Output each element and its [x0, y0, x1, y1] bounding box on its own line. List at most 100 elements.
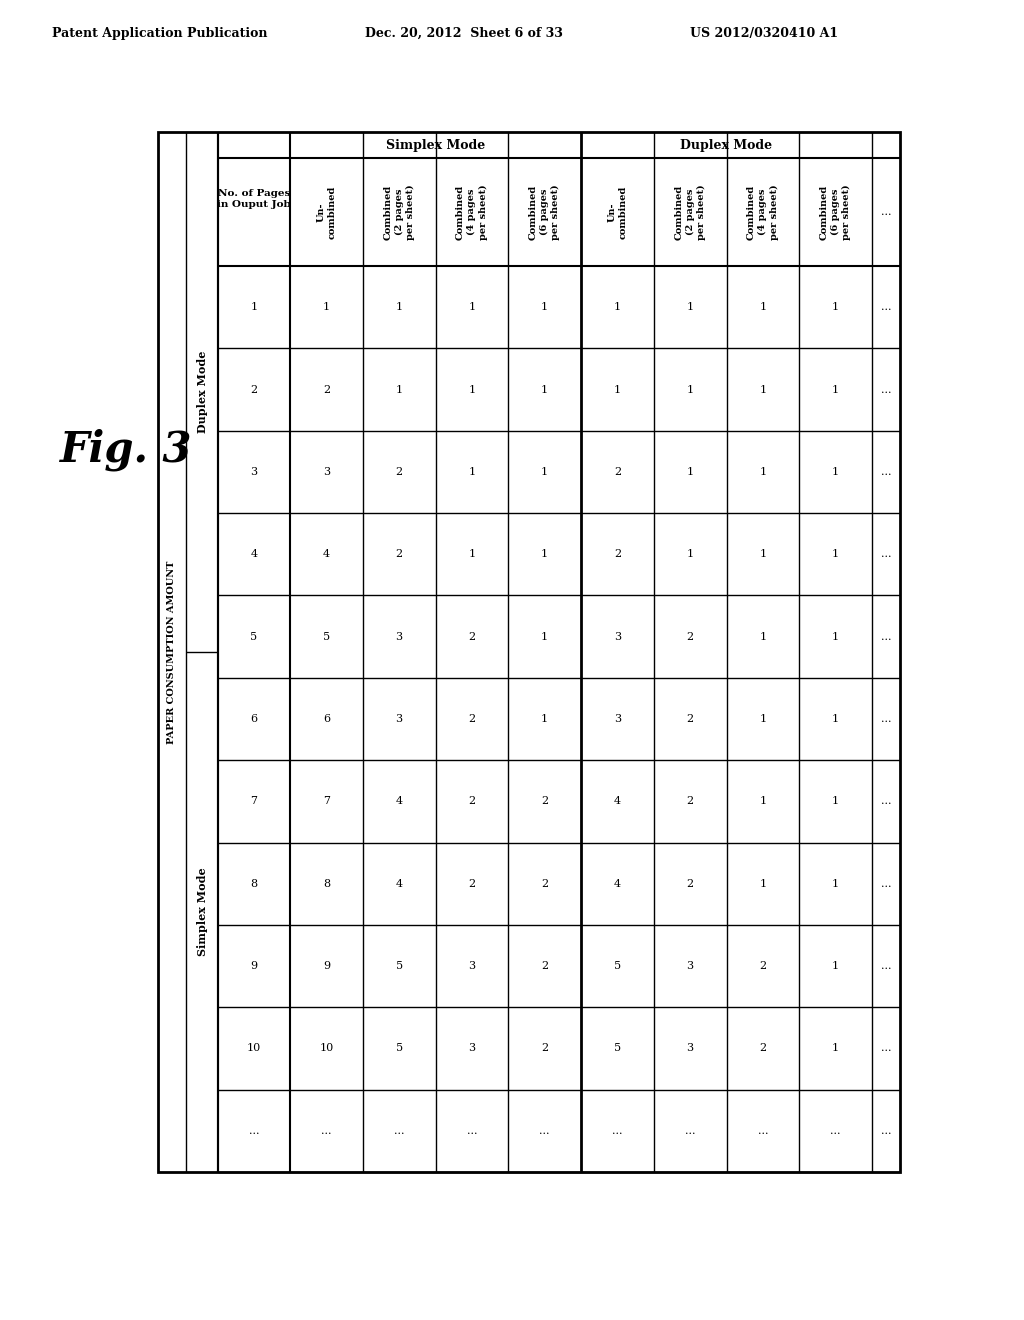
Text: 2: 2	[395, 549, 402, 560]
Text: 1: 1	[686, 302, 693, 313]
Text: 1: 1	[541, 549, 548, 560]
Text: 1: 1	[541, 384, 548, 395]
Text: 9: 9	[323, 961, 330, 972]
Text: 2: 2	[541, 1043, 548, 1053]
Text: 3: 3	[395, 632, 402, 642]
Text: 2: 2	[686, 714, 693, 723]
Text: 3: 3	[613, 714, 621, 723]
Text: 3: 3	[468, 1043, 475, 1053]
Text: 1: 1	[833, 796, 840, 807]
Text: 6: 6	[251, 714, 258, 723]
Text: ...: ...	[685, 1126, 695, 1135]
Text: 1: 1	[541, 632, 548, 642]
Text: US 2012/0320410 A1: US 2012/0320410 A1	[690, 26, 838, 40]
Text: ...: ...	[881, 302, 891, 313]
Text: 3: 3	[613, 632, 621, 642]
Text: Combined
(2 pages
per sheet): Combined (2 pages per sheet)	[383, 185, 415, 240]
Text: 1: 1	[760, 302, 766, 313]
Text: 4: 4	[613, 879, 621, 888]
Text: Fig. 3: Fig. 3	[60, 429, 193, 471]
Text: 1: 1	[323, 302, 330, 313]
Text: 5: 5	[395, 961, 402, 972]
Text: 10: 10	[247, 1043, 261, 1053]
Text: 2: 2	[760, 961, 766, 972]
Text: Combined
(4 pages
per sheet): Combined (4 pages per sheet)	[748, 185, 778, 240]
Text: ...: ...	[881, 1043, 891, 1053]
Text: 1: 1	[395, 384, 402, 395]
Text: 3: 3	[468, 961, 475, 972]
Text: ...: ...	[881, 632, 891, 642]
Text: 8: 8	[323, 879, 330, 888]
Text: 1: 1	[613, 302, 621, 313]
Text: 2: 2	[541, 796, 548, 807]
Text: 3: 3	[686, 1043, 693, 1053]
Text: No. of Pages
in Ouput Job: No. of Pages in Ouput Job	[217, 189, 291, 209]
Text: 7: 7	[251, 796, 257, 807]
Text: ...: ...	[467, 1126, 477, 1135]
Text: 1: 1	[468, 384, 475, 395]
Text: 2: 2	[468, 796, 475, 807]
Text: Combined
(4 pages
per sheet): Combined (4 pages per sheet)	[456, 185, 487, 240]
Text: 6: 6	[323, 714, 330, 723]
Text: 5: 5	[613, 961, 621, 972]
Text: 1: 1	[251, 302, 258, 313]
Text: Combined
(6 pages
per sheet): Combined (6 pages per sheet)	[528, 185, 560, 240]
Text: ...: ...	[881, 384, 891, 395]
Text: Patent Application Publication: Patent Application Publication	[52, 26, 267, 40]
Text: 1: 1	[833, 384, 840, 395]
Text: 1: 1	[468, 549, 475, 560]
Text: 2: 2	[395, 467, 402, 477]
Text: 1: 1	[686, 467, 693, 477]
Text: 3: 3	[251, 467, 258, 477]
Text: 10: 10	[319, 1043, 334, 1053]
Text: 2: 2	[468, 879, 475, 888]
Text: 1: 1	[541, 467, 548, 477]
Text: 7: 7	[323, 796, 330, 807]
Text: 1: 1	[613, 384, 621, 395]
Text: 4: 4	[395, 796, 402, 807]
Text: 5: 5	[323, 632, 330, 642]
Text: 1: 1	[760, 632, 766, 642]
Text: Duplex Mode: Duplex Mode	[197, 351, 208, 433]
Text: ...: ...	[612, 1126, 623, 1135]
Text: 2: 2	[613, 467, 621, 477]
Text: 1: 1	[833, 302, 840, 313]
Text: 1: 1	[686, 549, 693, 560]
Text: 1: 1	[760, 714, 766, 723]
Bar	[158, 132, 900, 1172]
Text: ...: ...	[394, 1126, 404, 1135]
Text: Duplex Mode: Duplex Mode	[680, 139, 772, 152]
Text: 1: 1	[760, 384, 766, 395]
Text: 4: 4	[251, 549, 258, 560]
Text: 2: 2	[541, 879, 548, 888]
Text: 2: 2	[251, 384, 258, 395]
Text: ...: ...	[322, 1126, 332, 1135]
Text: 2: 2	[760, 1043, 766, 1053]
Text: 3: 3	[395, 714, 402, 723]
Text: 2: 2	[686, 879, 693, 888]
Text: 2: 2	[541, 961, 548, 972]
Text: ...: ...	[881, 549, 891, 560]
Text: 1: 1	[541, 714, 548, 723]
Text: 1: 1	[833, 1043, 840, 1053]
Text: ...: ...	[881, 207, 891, 216]
Text: 4: 4	[323, 549, 330, 560]
Text: Combined
(2 pages
per sheet): Combined (2 pages per sheet)	[675, 185, 706, 240]
Text: 1: 1	[833, 632, 840, 642]
Text: ...: ...	[881, 467, 891, 477]
Text: ...: ...	[758, 1126, 768, 1135]
Text: 8: 8	[251, 879, 258, 888]
Text: 2: 2	[686, 796, 693, 807]
Text: Simplex Mode: Simplex Mode	[386, 139, 485, 152]
Text: Dec. 20, 2012  Sheet 6 of 33: Dec. 20, 2012 Sheet 6 of 33	[365, 26, 563, 40]
Text: ...: ...	[830, 1126, 841, 1135]
Text: 4: 4	[395, 879, 402, 888]
Text: 2: 2	[323, 384, 330, 395]
Text: 1: 1	[760, 879, 766, 888]
Text: 1: 1	[395, 302, 402, 313]
Text: 3: 3	[323, 467, 330, 477]
Text: 1: 1	[833, 467, 840, 477]
Text: ...: ...	[881, 879, 891, 888]
Text: 1: 1	[760, 467, 766, 477]
Text: ...: ...	[249, 1126, 259, 1135]
